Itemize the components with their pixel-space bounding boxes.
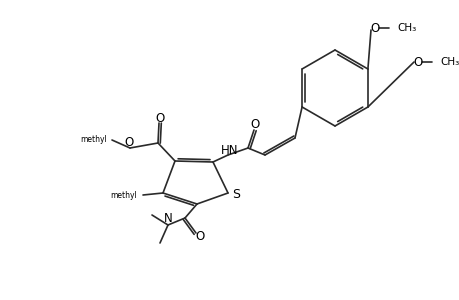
Text: CH₃: CH₃ [396,23,415,33]
Text: CH₃: CH₃ [439,57,458,67]
Text: O: O [195,230,204,244]
Text: S: S [231,188,240,202]
Text: N: N [163,212,172,226]
Text: O: O [250,118,259,131]
Text: methyl: methyl [110,190,137,200]
Text: O: O [369,22,379,34]
Text: O: O [124,136,133,148]
Text: O: O [155,112,164,124]
Text: HN: HN [221,143,238,157]
Text: methyl: methyl [80,136,107,145]
Text: O: O [413,56,422,68]
